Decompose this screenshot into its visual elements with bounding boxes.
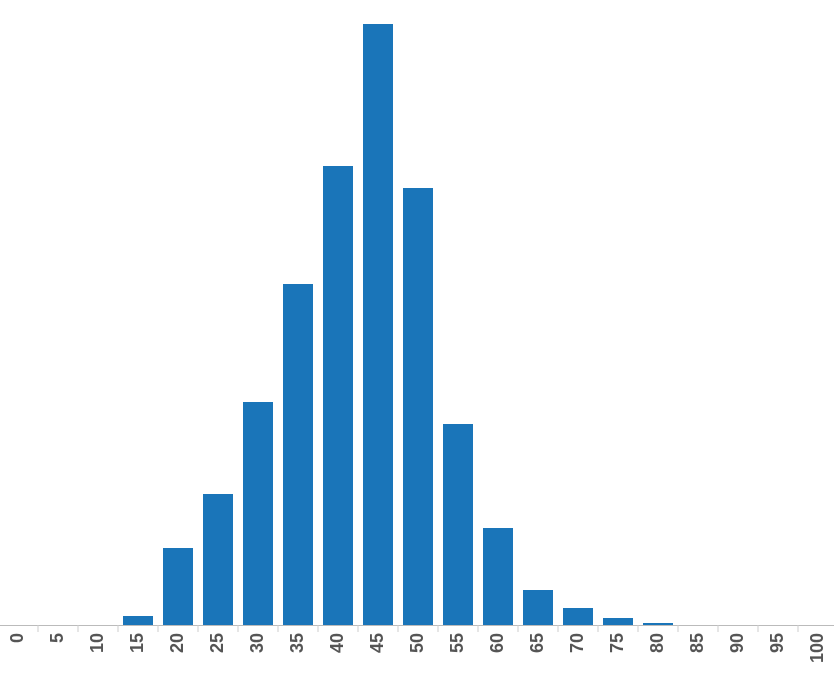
bar	[283, 284, 313, 625]
bar	[563, 608, 593, 625]
bar	[443, 424, 473, 625]
x-tick-label: 45	[367, 633, 387, 653]
bar	[643, 623, 673, 625]
x-tick-label: 20	[167, 633, 187, 653]
bar	[483, 528, 513, 625]
bar	[163, 548, 193, 625]
x-tick-label: 75	[607, 633, 627, 653]
x-tick-label: 25	[207, 633, 227, 653]
bar	[523, 590, 553, 625]
bar	[203, 494, 233, 625]
x-tick-label: 90	[727, 633, 747, 653]
x-tick-label: 0	[7, 633, 27, 643]
x-tick-label: 70	[567, 633, 587, 653]
x-tick-label: 50	[407, 633, 427, 653]
x-tick-label: 30	[247, 633, 267, 653]
bar	[323, 166, 353, 625]
bar	[403, 188, 433, 625]
x-tick-label: 5	[47, 633, 67, 643]
x-tick-label: 65	[527, 633, 547, 653]
x-tick-label: 100	[807, 633, 827, 663]
x-tick-label: 80	[647, 633, 667, 653]
x-tick-label: 85	[687, 633, 707, 653]
bar	[123, 616, 153, 625]
x-tick-label: 95	[767, 633, 787, 653]
x-tick-label: 55	[447, 633, 467, 653]
x-tick-label: 60	[487, 633, 507, 653]
x-tick-label: 40	[327, 633, 347, 653]
bar	[363, 24, 393, 625]
x-tick-label: 15	[127, 633, 147, 653]
x-tick-label: 35	[287, 633, 307, 653]
bar	[243, 402, 273, 625]
bar	[603, 618, 633, 625]
x-tick-label: 10	[87, 633, 107, 653]
